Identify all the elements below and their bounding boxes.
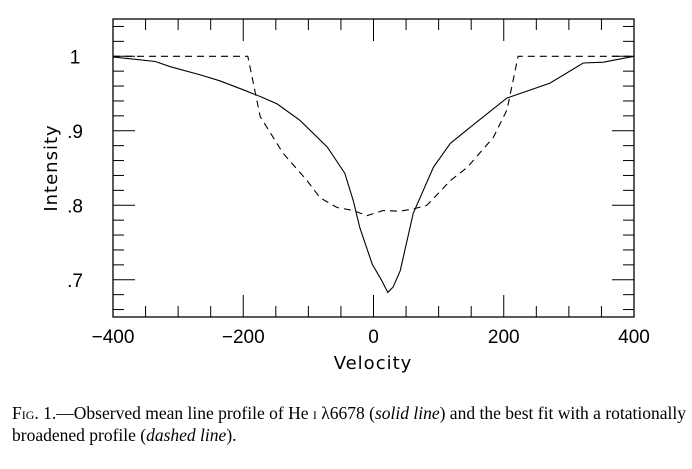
- y-tick-label: .7: [67, 271, 83, 292]
- x-tick-label: 200: [488, 327, 520, 348]
- x-tick-label: 0: [368, 327, 379, 348]
- y-tick-label: .9: [67, 122, 83, 143]
- y-tick-label: 1: [70, 47, 81, 68]
- caption-text: λ6678 (: [316, 403, 375, 423]
- caption-text: —Observed mean line profile of He: [56, 403, 313, 423]
- solid-line-series: [112, 55, 635, 294]
- x-tick-label: 400: [618, 327, 650, 348]
- caption-solid: solid line: [374, 403, 440, 423]
- x-tick-label: −200: [222, 327, 265, 348]
- x-tick-label: −400: [92, 327, 135, 348]
- line-profile-chart: −400 −200 0 200 400 .7 .8 .9 1 Velocity Intensit…: [41, 18, 650, 374]
- figure-caption: Fig. 1.—Observed mean line profile of He…: [12, 402, 687, 446]
- x-axis-label: Velocity: [334, 353, 413, 374]
- dashed-line-series: [113, 55, 634, 217]
- plot-frame: [112, 18, 635, 318]
- caption-ion: i: [312, 403, 317, 423]
- caption-text: ).: [226, 425, 237, 445]
- y-tick-label: .8: [67, 196, 83, 217]
- caption-text: ) and the best fit with a rotationally b…: [12, 403, 687, 445]
- y-axis-label: Intensity: [41, 124, 62, 211]
- caption-fig-number: Fig. 1.: [12, 403, 57, 423]
- caption-dashed: dashed line: [146, 425, 227, 445]
